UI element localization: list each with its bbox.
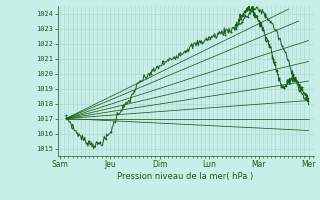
X-axis label: Pression niveau de la mer( hPa ): Pression niveau de la mer( hPa ) [117, 172, 254, 181]
